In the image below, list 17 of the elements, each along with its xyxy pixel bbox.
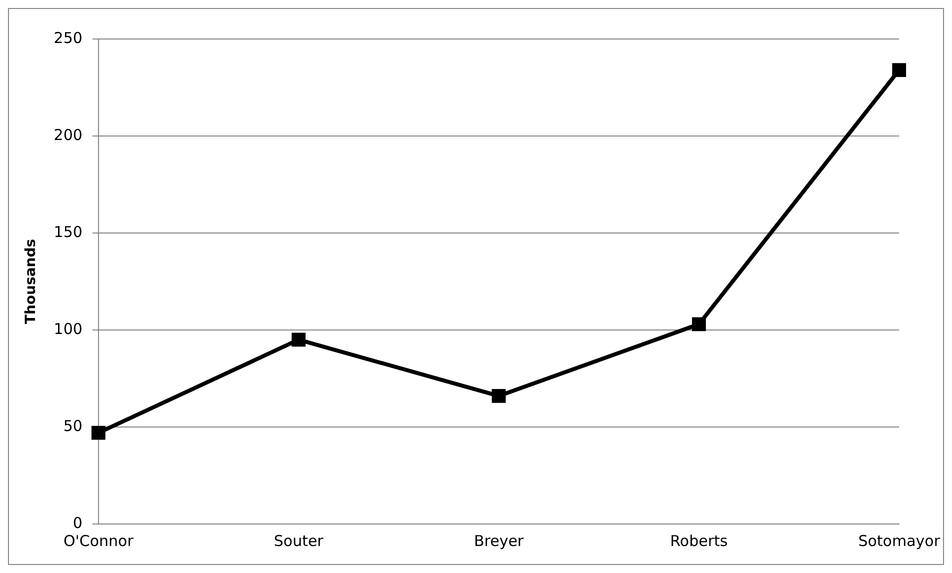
y-tick-label: 150 bbox=[54, 222, 82, 241]
y-axis-title: Thousands bbox=[23, 238, 40, 324]
point bbox=[492, 389, 506, 403]
y-tick-label: 200 bbox=[54, 126, 82, 144]
y-tick-label: 0 bbox=[72, 514, 82, 532]
x-tick-label: Souter bbox=[274, 532, 324, 550]
point bbox=[892, 63, 906, 77]
y-tick-label: 100 bbox=[54, 320, 82, 338]
y-tick-label: 250 bbox=[54, 28, 82, 47]
x-tick-label: Breyer bbox=[474, 532, 524, 550]
point bbox=[91, 426, 106, 440]
point bbox=[292, 332, 306, 347]
point bbox=[692, 317, 706, 332]
x-tick-label: Sotomayor bbox=[858, 532, 941, 550]
x-tick-label: O'Connor bbox=[63, 532, 134, 550]
y-tick-label: 50 bbox=[63, 416, 82, 435]
x-tick-label: Roberts bbox=[670, 532, 728, 550]
